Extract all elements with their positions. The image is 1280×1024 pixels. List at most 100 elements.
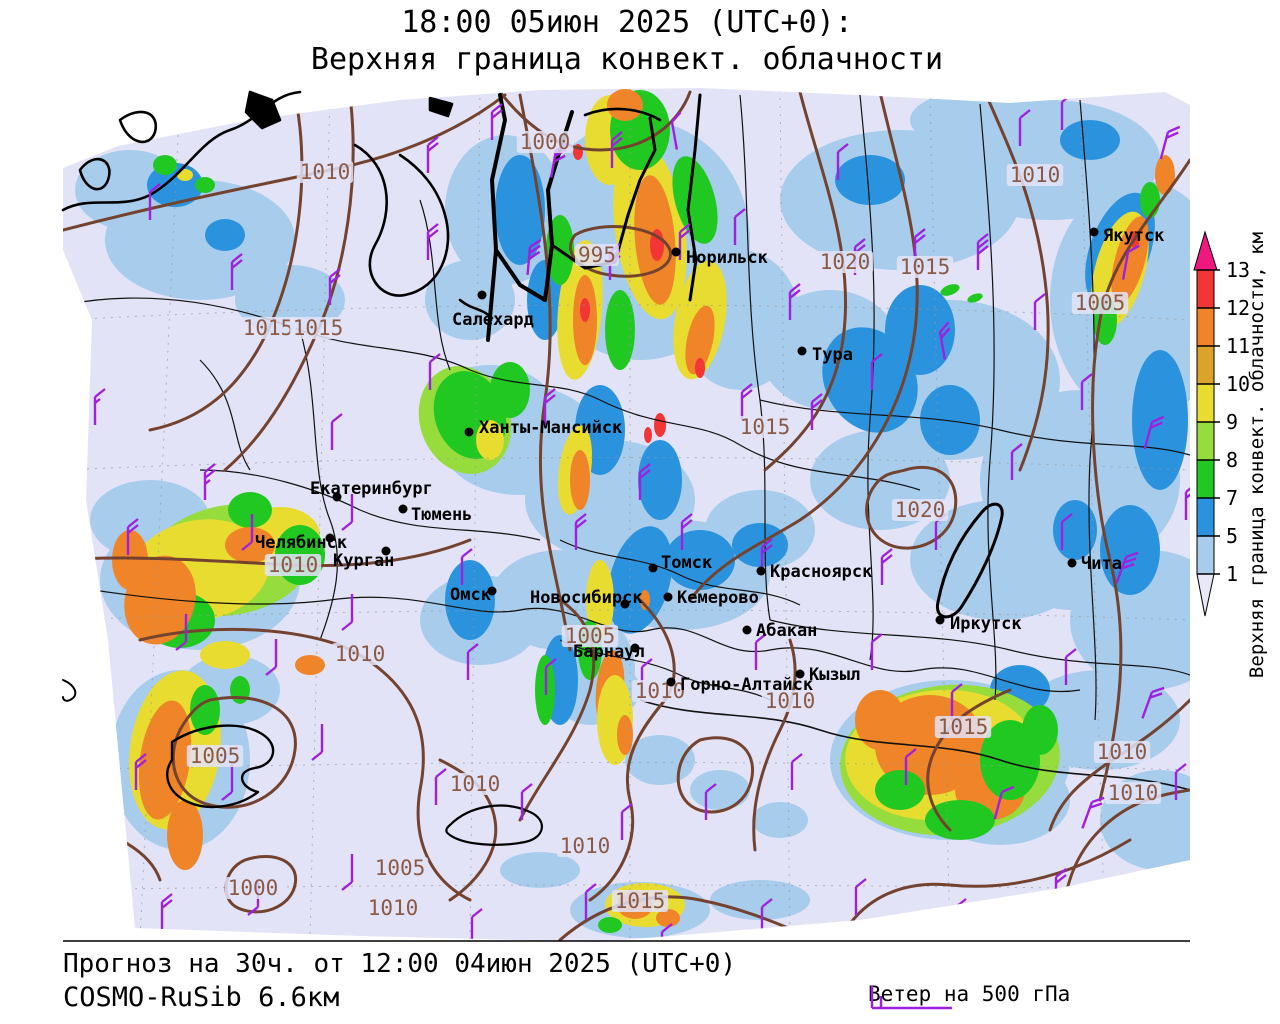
city-dot xyxy=(620,599,630,609)
city-label: Чита xyxy=(1081,554,1122,574)
city-label: Ханты-Мансийск xyxy=(479,418,622,438)
wind-barbs-layer xyxy=(88,93,1190,942)
isobar-label: 1020 xyxy=(895,498,946,522)
isobar-label: 1015 xyxy=(243,316,294,340)
wind-barb xyxy=(733,208,746,245)
colorbar-tick-label: 11 xyxy=(1226,334,1250,358)
wind-barb xyxy=(836,143,849,180)
city-dot xyxy=(381,546,391,556)
wind-barb xyxy=(574,513,587,550)
isobar-label: 1010 xyxy=(635,679,686,703)
city-label: Барнаул xyxy=(573,642,645,662)
wind-barb xyxy=(1121,244,1140,280)
wind-barb xyxy=(126,518,139,555)
colorbar-tick-label: 5 xyxy=(1226,524,1238,548)
wind-barb xyxy=(434,768,447,805)
forecast-info: Прогноз на 30ч. от 12:00 04июн 2025 (UTC… xyxy=(63,949,737,979)
wind-barb xyxy=(954,898,967,935)
city-dot xyxy=(756,566,766,576)
wind-barb xyxy=(93,388,106,425)
city-dot xyxy=(797,346,807,356)
city-dot xyxy=(742,625,752,635)
page-title: 18:00 05июн 2025 (UTC+0): Верхняя границ… xyxy=(0,4,1254,78)
wind-barb xyxy=(620,803,633,840)
lake-balkhash xyxy=(166,724,275,809)
city-label: Екатеринбург xyxy=(310,479,433,499)
wind-barb xyxy=(788,283,801,320)
wind-barb xyxy=(175,614,188,651)
city-label: Челябинск xyxy=(255,533,347,553)
colorbar-tick-label: 10 xyxy=(1226,372,1250,396)
city-label: Тура xyxy=(812,345,853,365)
wind-barb xyxy=(790,753,803,790)
city-dot xyxy=(487,586,497,596)
wind-barb xyxy=(1115,551,1139,584)
wind-barb xyxy=(904,748,917,785)
city-label: Кемерово xyxy=(677,588,759,608)
wind-barb xyxy=(341,854,354,891)
wind-barb xyxy=(520,783,533,820)
city-label: Кызыл xyxy=(809,665,860,685)
isobar-label: 1015 xyxy=(740,415,791,439)
wind-barb xyxy=(870,633,883,670)
colorbar-tick-label: 1 xyxy=(1226,562,1238,586)
isobar-label: 1010 xyxy=(335,642,386,666)
wind-barb xyxy=(426,223,439,260)
city-label: Горно-Алтайск xyxy=(680,675,813,695)
city-dot xyxy=(1089,227,1099,237)
wind-barb xyxy=(740,383,753,420)
isobar-label: 1010 xyxy=(368,896,419,920)
wind-barb xyxy=(341,594,354,631)
wind-barb xyxy=(880,548,893,585)
isobar-label: 1005 xyxy=(190,744,241,768)
wind-barb xyxy=(810,393,823,430)
isobar-label: 1015 xyxy=(293,316,344,340)
wind-legend-label: Ветер на 500 гПа xyxy=(868,982,1071,1006)
wind-barb xyxy=(660,923,673,942)
wind-barb xyxy=(680,513,693,550)
wind-barb xyxy=(950,683,963,720)
wind-barb xyxy=(148,183,161,220)
isobar-label: 1010 xyxy=(1097,740,1148,764)
wind-barb xyxy=(134,753,147,790)
isobar-label: 1020 xyxy=(820,250,871,274)
city-label: Якутск xyxy=(1103,226,1164,246)
title-parameter: Верхняя граница конвект. облачности xyxy=(310,42,944,77)
wind-barb xyxy=(460,548,473,585)
city-dot xyxy=(648,563,658,573)
isobar-label: 1005 xyxy=(565,624,616,648)
wind-barb xyxy=(976,233,989,270)
wind-barb xyxy=(311,724,324,761)
wind-barb xyxy=(1080,373,1093,410)
city-label: Иркутск xyxy=(950,614,1022,634)
wind-barb xyxy=(490,103,503,140)
isobar-label: 1015 xyxy=(938,715,989,739)
wind-barb xyxy=(1141,686,1165,719)
wind-barb xyxy=(704,783,717,820)
colorbar-axis-label: Верхняя граница конвект. облачности, км xyxy=(1246,232,1268,678)
city-dot xyxy=(666,677,676,687)
city-dot xyxy=(795,669,805,679)
city-label: Омск xyxy=(450,585,491,605)
wind-barb xyxy=(1143,415,1165,450)
city-label: Красноярск xyxy=(770,562,872,582)
city-dot xyxy=(325,533,335,543)
colorbar: 13 12 11 10 9 8 7 5 1 Верхняя граница конвект. об… xyxy=(1193,230,1268,678)
title-datetime: 18:00 05июн 2025 (UTC+0): xyxy=(401,5,853,40)
wind-barb xyxy=(670,111,682,150)
wind-barb xyxy=(466,643,479,680)
wind-barb xyxy=(870,353,883,390)
isobar-label: 1010 xyxy=(1108,781,1159,805)
city-dot xyxy=(464,427,474,437)
wind-barb xyxy=(341,494,354,531)
city-dot xyxy=(332,492,342,502)
lake-zaysan xyxy=(445,804,543,846)
wind-barb xyxy=(1033,293,1046,330)
city-label: Новосибирск xyxy=(530,588,643,608)
wind-barb xyxy=(221,764,234,801)
model-info: COSMO-RuSib 6.6км xyxy=(63,982,340,1013)
wind-barb xyxy=(584,883,597,920)
isobar-label: 1005 xyxy=(1075,291,1126,315)
